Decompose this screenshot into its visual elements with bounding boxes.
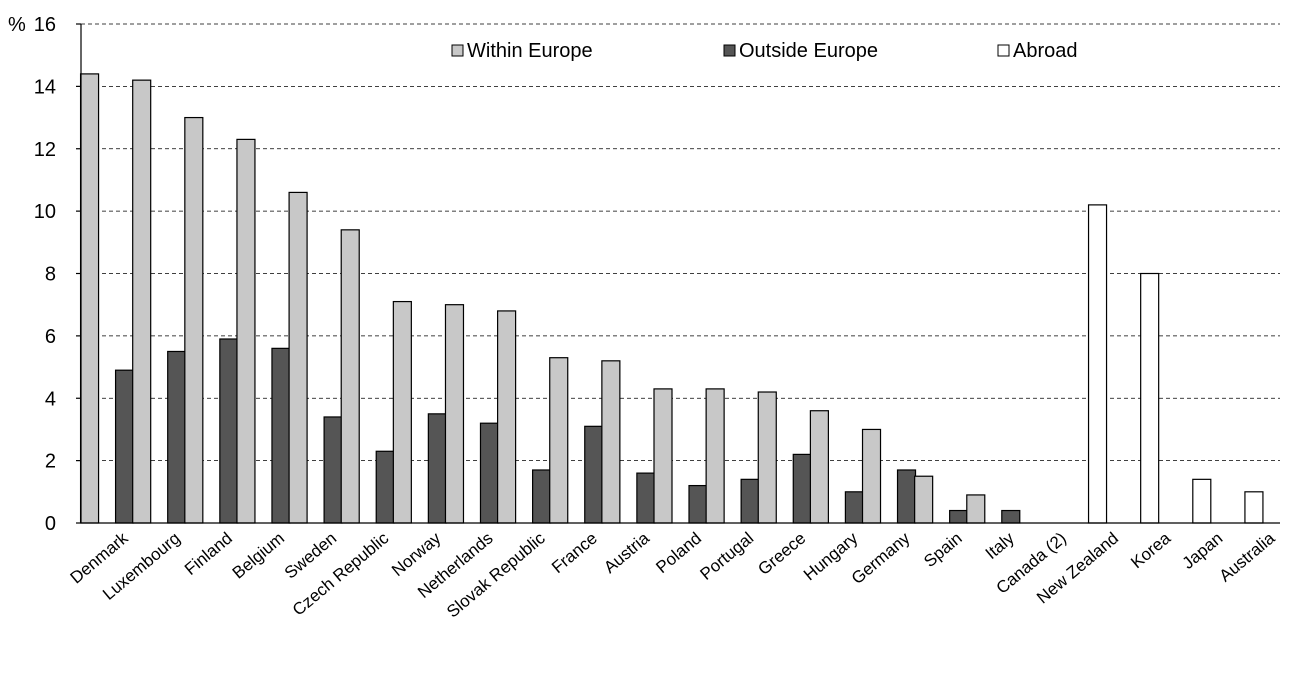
bar-abroad xyxy=(1087,204,1108,524)
x-tick-label: Germany xyxy=(848,528,914,588)
bar-outside-europe xyxy=(427,413,447,524)
bar-within-europe xyxy=(497,310,517,524)
x-tick-label: Italy xyxy=(982,528,1018,563)
x-tick-label: Czech Republic xyxy=(289,528,393,619)
y-tick-label: 2 xyxy=(45,451,56,473)
bar-outside-europe xyxy=(896,469,917,524)
bar-within-europe xyxy=(444,304,465,524)
bar-within-europe xyxy=(392,300,412,524)
x-tick-label: Austria xyxy=(600,528,653,577)
x-tick-label: Australia xyxy=(1216,528,1279,585)
bar-within-europe xyxy=(653,388,673,524)
bar-within-europe xyxy=(705,388,725,524)
legend-swatch xyxy=(723,44,736,57)
bar-within-europe xyxy=(132,79,152,524)
bar-within-europe xyxy=(601,360,621,524)
bar-outside-europe xyxy=(479,422,500,524)
bar-outside-europe xyxy=(949,509,969,524)
bar-outside-europe xyxy=(584,425,604,524)
bar-abroad xyxy=(1244,491,1264,524)
bar-outside-europe xyxy=(532,469,552,524)
y-axis-label: % xyxy=(8,14,26,36)
x-tick-label: Portugal xyxy=(696,529,757,584)
bar-abroad xyxy=(1140,272,1160,524)
y-tick-label: 16 xyxy=(34,14,56,36)
bar-outside-europe xyxy=(844,491,864,524)
bar-abroad xyxy=(1192,478,1212,524)
x-tick-label: Japan xyxy=(1179,529,1227,573)
bar-outside-europe xyxy=(114,369,135,524)
legend-swatch xyxy=(451,44,464,57)
bar-outside-europe xyxy=(323,416,343,524)
legend-swatch xyxy=(997,44,1010,57)
x-tick-label: Korea xyxy=(1127,528,1174,572)
bar-outside-europe xyxy=(375,450,395,524)
bar-within-europe xyxy=(809,410,829,524)
bar-outside-europe xyxy=(688,484,708,524)
bars xyxy=(79,73,1264,524)
bar-within-europe xyxy=(549,357,569,524)
x-tick-label: Finland xyxy=(181,529,236,579)
legend: Within Europe Outside Europe Abroad xyxy=(451,40,1078,62)
bar-within-europe xyxy=(966,494,986,524)
bar-within-europe xyxy=(236,138,256,524)
y-tick-label: 14 xyxy=(34,76,56,98)
bar-outside-europe xyxy=(1001,509,1021,524)
y-tick-label: 10 xyxy=(34,201,56,223)
bar-within-europe xyxy=(184,116,204,524)
axes xyxy=(76,23,1280,524)
y-tick-label: 12 xyxy=(34,139,56,161)
bar-within-europe xyxy=(757,391,777,524)
x-tick-label: Slovak Republic xyxy=(443,528,549,621)
bar-within-europe xyxy=(861,428,882,524)
y-tick-label: 8 xyxy=(45,264,56,286)
bar-outside-europe xyxy=(792,453,812,524)
y-tick-label: 4 xyxy=(45,388,56,410)
bar-within-europe xyxy=(288,191,308,524)
bar-outside-europe xyxy=(167,350,187,524)
bar-outside-europe xyxy=(271,347,291,524)
bar-within-europe xyxy=(79,73,100,524)
y-tick-label: 6 xyxy=(45,326,56,348)
bar-within-europe xyxy=(340,229,360,524)
x-tick-label: Belgium xyxy=(229,529,288,583)
bar-outside-europe xyxy=(636,472,656,524)
x-tick-labels: DenmarkLuxembourgFinlandBelgiumSwedenCze… xyxy=(67,528,1279,621)
legend-label: Outside Europe xyxy=(739,40,878,62)
bar-outside-europe xyxy=(219,338,239,524)
legend-label: Abroad xyxy=(1013,40,1078,62)
bar-within-europe xyxy=(914,475,934,524)
y-tick-label: 0 xyxy=(45,513,56,535)
x-tick-label: France xyxy=(548,529,601,578)
bar-outside-europe xyxy=(740,478,760,524)
y-tick-labels: 0 2 4 6 8 10 12 14 16 xyxy=(34,14,56,535)
legend-label: Within Europe xyxy=(467,40,593,62)
x-tick-label: Spain xyxy=(920,529,966,572)
